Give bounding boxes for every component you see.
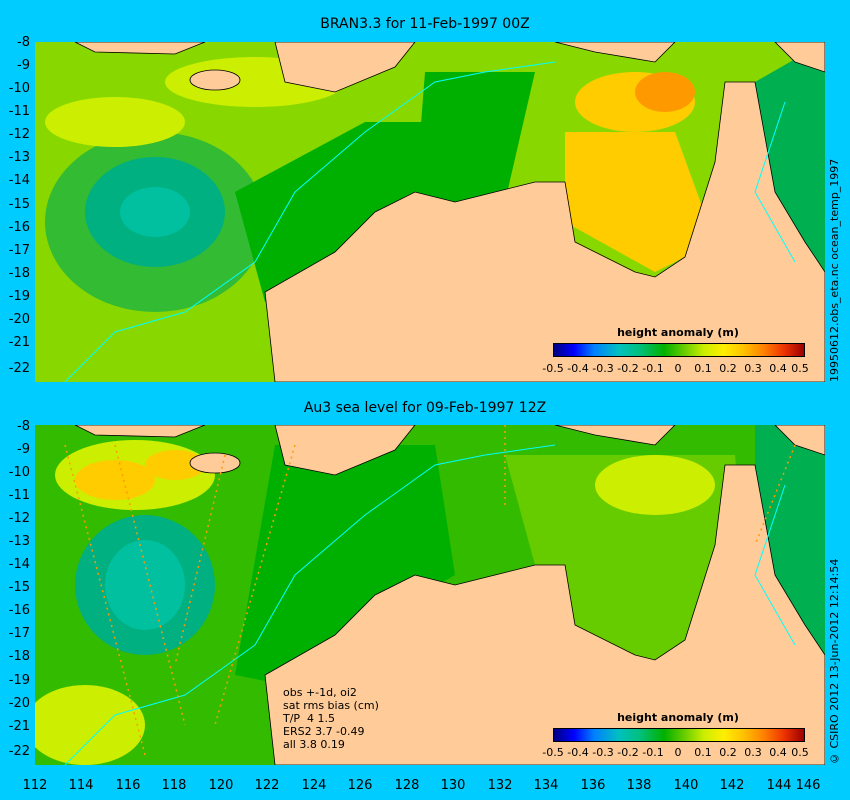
bottom-colorbar-tick: -0.1	[642, 746, 664, 759]
bottom-y-tick: -22	[8, 744, 30, 759]
bottom-y-tick: -15	[8, 580, 30, 595]
bottom-side-label: © CSIRO 2012 13-Jun-2012 12:14:54	[828, 558, 841, 765]
top-colorbar-tick: -0.3	[592, 362, 614, 375]
x-tick: 130	[440, 778, 466, 793]
top-colorbar-tick: 0.5	[791, 362, 809, 375]
x-tick: 122	[254, 778, 280, 793]
top-colorbar-tick: -0.4	[567, 362, 589, 375]
bottom-colorbar	[553, 728, 805, 742]
stats-line: ERS2 3.7 -0.49	[283, 725, 365, 738]
top-y-tick: -10	[8, 81, 30, 96]
bottom-colorbar-label: height anomaly (m)	[617, 711, 739, 724]
top-y-tick: -20	[8, 312, 30, 327]
x-tick: 132	[487, 778, 513, 793]
bottom-colorbar-tick: -0.3	[592, 746, 614, 759]
bottom-map-title: Au3 sea level for 09-Feb-1997 12Z	[303, 400, 547, 416]
top-colorbar-tick: -0.2	[617, 362, 639, 375]
x-tick: 128	[394, 778, 420, 793]
bottom-colorbar-tick: 0.2	[719, 746, 737, 759]
top-y-tick: -18	[8, 266, 30, 281]
top-y-tick: -17	[8, 243, 30, 258]
top-map-title: BRAN3.3 for 11-Feb-1997 00Z	[320, 16, 530, 32]
bottom-y-tick: -11	[8, 488, 30, 503]
bottom-y-tick: -12	[8, 511, 30, 526]
bottom-colorbar-tick: 0.5	[791, 746, 809, 759]
x-tick: 126	[347, 778, 373, 793]
top-colorbar-tick: 0.3	[744, 362, 762, 375]
top-y-tick: -12	[8, 127, 30, 142]
x-tick: 134	[533, 778, 559, 793]
top-y-tick: -16	[8, 220, 30, 235]
stats-box: obs +-1d, oi2 sat rms bias (cm) T/P 4 1.…	[283, 686, 379, 751]
bottom-colorbar-tick: -0.4	[567, 746, 589, 759]
stats-line: sat rms bias (cm)	[283, 699, 379, 712]
top-colorbar-tick: 0.4	[769, 362, 787, 375]
bottom-colorbar-tick: 0.4	[769, 746, 787, 759]
top-colorbar-tick: -0.5	[542, 362, 564, 375]
top-y-tick: -9	[17, 58, 30, 73]
x-tick: 146	[795, 778, 821, 793]
bottom-colorbar-tick: 0.3	[744, 746, 762, 759]
x-tick: 144	[766, 778, 792, 793]
bottom-y-tick: -16	[8, 603, 30, 618]
bottom-y-tick: -10	[8, 465, 30, 480]
x-tick: 142	[719, 778, 745, 793]
australia-land	[264, 464, 825, 765]
x-tick: 140	[673, 778, 699, 793]
top-y-tick: -19	[8, 289, 30, 304]
top-side-label: 19950612.obs_eta.nc ocean_temp_1997	[828, 158, 841, 382]
top-y-tick: -8	[17, 35, 30, 50]
top-y-tick: -22	[8, 361, 30, 376]
bottom-y-tick: -9	[17, 442, 30, 457]
bottom-y-tick: -13	[8, 534, 30, 549]
australia-land	[264, 81, 825, 382]
top-map	[35, 42, 825, 382]
stats-line: obs +-1d, oi2	[283, 686, 357, 699]
satellite-tracks	[64, 425, 796, 756]
top-colorbar-tick: 0.1	[694, 362, 712, 375]
x-tick: 118	[161, 778, 187, 793]
top-y-tick: -14	[8, 173, 30, 188]
x-tick: 136	[580, 778, 606, 793]
timor-land	[274, 42, 416, 93]
bottom-map	[35, 425, 825, 765]
bottom-y-tick: -19	[8, 673, 30, 688]
top-colorbar-tick: 0.2	[719, 362, 737, 375]
top-colorbar-tick: -0.1	[642, 362, 664, 375]
bottom-y-tick: -18	[8, 649, 30, 664]
top-colorbar-label: height anomaly (m)	[617, 326, 739, 339]
x-tick: 124	[301, 778, 327, 793]
stats-line: T/P 4 1.5	[283, 712, 336, 725]
bottom-colorbar-tick: -0.5	[542, 746, 564, 759]
top-y-tick: -13	[8, 150, 30, 165]
top-y-tick: -15	[8, 197, 30, 212]
bottom-y-tick: -21	[8, 719, 30, 734]
bottom-y-tick: -8	[17, 419, 30, 434]
top-y-tick: -21	[8, 335, 30, 350]
bottom-colorbar-tick: -0.2	[617, 746, 639, 759]
x-tick: 138	[626, 778, 652, 793]
x-tick: 120	[208, 778, 234, 793]
bottom-y-tick: -14	[8, 557, 30, 572]
top-y-tick: -11	[8, 104, 30, 119]
bottom-y-tick: -20	[8, 696, 30, 711]
x-tick: 112	[22, 778, 48, 793]
bottom-colorbar-tick: 0	[674, 746, 682, 759]
top-colorbar	[553, 343, 805, 357]
top-colorbar-tick: 0	[674, 362, 682, 375]
bottom-colorbar-tick: 0.1	[694, 746, 712, 759]
x-tick: 114	[68, 778, 94, 793]
bottom-y-tick: -17	[8, 626, 30, 641]
x-tick: 116	[115, 778, 141, 793]
stats-line: all 3.8 0.19	[283, 738, 345, 751]
timor-land	[274, 425, 416, 476]
